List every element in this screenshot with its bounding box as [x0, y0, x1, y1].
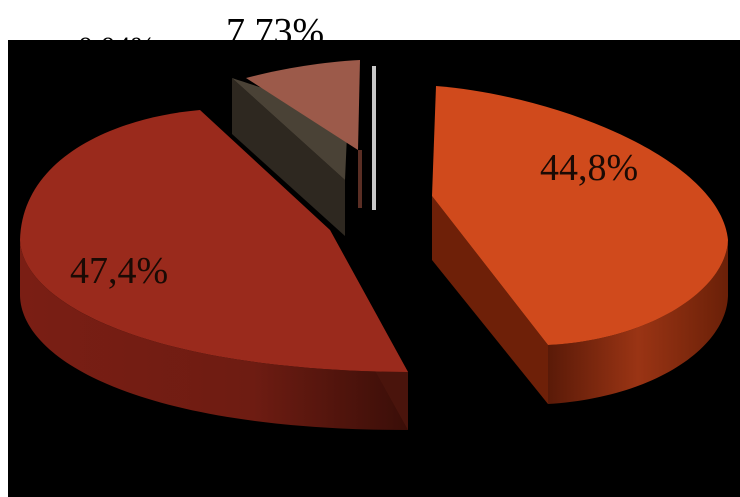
slice-label-small: 0,04%	[78, 31, 156, 64]
slice-0-04-side	[232, 78, 345, 236]
slice-44-8-side	[432, 196, 548, 404]
slice-0-04-top	[232, 78, 348, 180]
slice-0-04	[232, 78, 348, 236]
slice-7-73	[246, 60, 362, 208]
slice-44-8-top	[432, 86, 728, 345]
slice-label-47-4: 47,4%	[70, 250, 168, 292]
slice-47-4-top	[20, 110, 408, 372]
slice-7-73-top	[246, 60, 360, 150]
slice-label-44-8: 44,8%	[540, 147, 638, 189]
slice-label-7-73: 7,73%	[226, 11, 324, 53]
slice-44-8-rim	[548, 240, 728, 404]
slice-44-8: 44,8%	[432, 86, 728, 404]
slice-47-4: 47,4%	[20, 110, 408, 430]
slice-sliver	[372, 66, 376, 210]
slice-7-73-side	[358, 150, 362, 208]
slice-47-4-rim	[20, 240, 408, 430]
